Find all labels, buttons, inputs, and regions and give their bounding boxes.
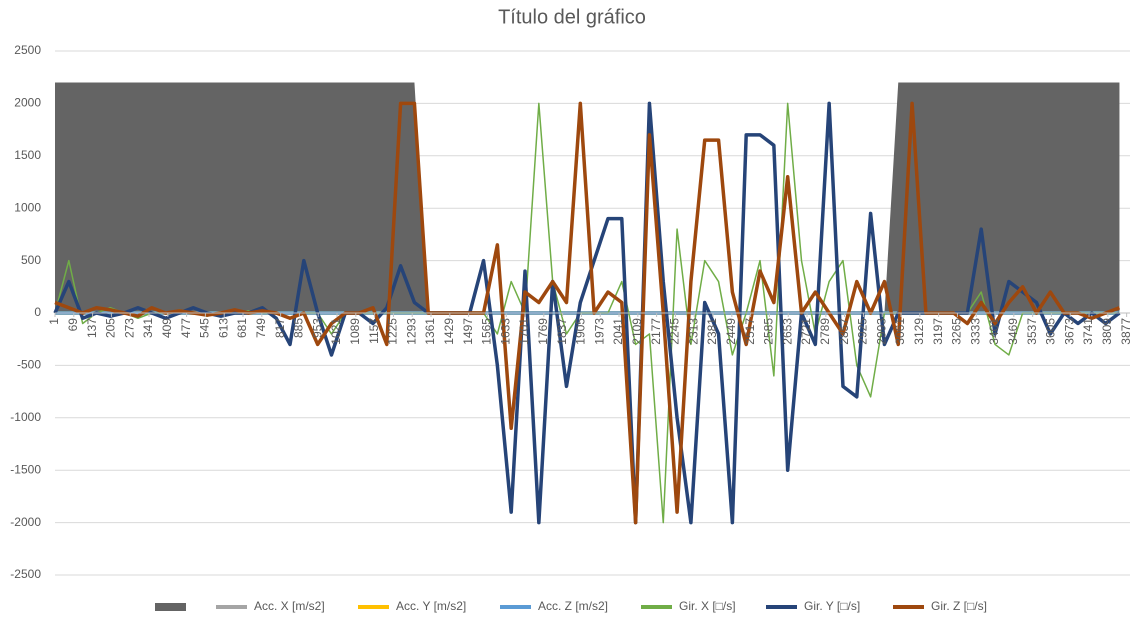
legend-label: Gir. Y [□/s] — [804, 599, 860, 613]
x-tick-label: 2177 — [649, 318, 663, 345]
x-tick-label: 2041 — [611, 318, 625, 345]
x-tick-label: 1021 — [329, 318, 343, 345]
x-tick-label: 1 — [47, 318, 61, 325]
x-tick-label: 273 — [122, 318, 136, 338]
x-tick-label: 2449 — [724, 318, 738, 345]
x-tick-label: 681 — [235, 318, 249, 338]
x-tick-label: 3537 — [1025, 318, 1039, 345]
x-tick-label: 2993 — [874, 318, 888, 345]
x-tick-label: 477 — [179, 318, 193, 338]
x-tick-label: 1769 — [536, 318, 550, 345]
legend-label: Acc. Z [m/s2] — [538, 599, 608, 613]
x-tick-label: 885 — [292, 318, 306, 338]
x-tick-label: 409 — [160, 318, 174, 338]
x-tick-label: 1361 — [423, 318, 437, 345]
area — [55, 82, 1120, 313]
x-tick-label: 1089 — [348, 318, 362, 345]
x-tick-label: 3741 — [1081, 318, 1095, 345]
legend-swatch — [155, 603, 186, 611]
y-tick-label: -1000 — [10, 410, 41, 424]
x-tick-label: 2925 — [856, 318, 870, 345]
x-tick-label: 1837 — [555, 318, 569, 345]
x-tick-label: 545 — [198, 318, 212, 338]
x-tick-label: 1225 — [386, 318, 400, 345]
x-tick-label: 341 — [141, 318, 155, 338]
x-tick-label: 2857 — [837, 318, 851, 345]
x-tick-label: 817 — [273, 318, 287, 338]
x-tick-label: 3265 — [950, 318, 964, 345]
x-tick-label: 3809 — [1100, 318, 1114, 345]
x-tick-label: 3401 — [987, 318, 1001, 345]
x-tick-label: 137 — [85, 318, 99, 338]
x-tick-label: 3605 — [1044, 318, 1058, 345]
x-tick-label: 69 — [66, 318, 80, 332]
y-tick-label: 2500 — [14, 43, 41, 57]
x-tick-label: 3061 — [893, 318, 907, 345]
x-tick-label: 2789 — [818, 318, 832, 345]
y-tick-label: 2000 — [14, 96, 41, 110]
chart-title: Título del gráfico — [498, 6, 646, 28]
y-tick-label: -1500 — [10, 462, 41, 476]
x-tick-label: 1429 — [442, 318, 456, 345]
legend-label: Gir. X [□/s] — [679, 599, 736, 613]
legend-label: Acc. X [m/s2] — [254, 599, 325, 613]
y-tick-label: 1000 — [14, 200, 41, 214]
x-tick-label: 3129 — [912, 318, 926, 345]
x-tick-label: 2653 — [780, 318, 794, 345]
y-tick-label: -500 — [17, 358, 41, 372]
x-tick-label: 613 — [216, 318, 230, 338]
x-tick-label: 1293 — [404, 318, 418, 345]
x-tick-label: 3877 — [1119, 318, 1133, 345]
x-tick-label: 2381 — [705, 318, 719, 345]
x-tick-label: 3333 — [968, 318, 982, 345]
x-tick-label: 3469 — [1006, 318, 1020, 345]
x-tick-label: 2585 — [762, 318, 776, 345]
x-tick-label: 749 — [254, 318, 268, 338]
x-tick-label: 1497 — [461, 318, 475, 345]
y-tick-label: 1500 — [14, 148, 41, 162]
x-tick-label: 3197 — [931, 318, 945, 345]
x-tick-label: 2313 — [686, 318, 700, 345]
y-tick-label: -2500 — [10, 567, 41, 581]
x-tick-label: 1633 — [498, 318, 512, 345]
x-tick-label: 1157 — [367, 318, 381, 344]
x-tick-label: 1973 — [592, 318, 606, 345]
x-tick-label: 1565 — [480, 318, 494, 345]
x-tick-label: 1701 — [517, 318, 531, 345]
x-tick-label: 1905 — [574, 318, 588, 345]
x-tick-label: 205 — [104, 318, 118, 338]
x-tick-label: 3673 — [1062, 318, 1076, 345]
x-tick-label: 953 — [310, 318, 324, 338]
x-tick-label: 2245 — [668, 318, 682, 345]
x-tick-label: 2721 — [799, 318, 813, 345]
y-tick-label: -2000 — [10, 515, 41, 529]
x-tick-label: 2109 — [630, 318, 644, 345]
y-tick-label: 500 — [21, 253, 41, 267]
legend-label: Gir. Z [□/s] — [931, 599, 987, 613]
x-tick-label: 2517 — [743, 318, 757, 345]
legend-label: Acc. Y [m/s2] — [396, 599, 466, 613]
y-tick-label: 0 — [34, 305, 41, 319]
